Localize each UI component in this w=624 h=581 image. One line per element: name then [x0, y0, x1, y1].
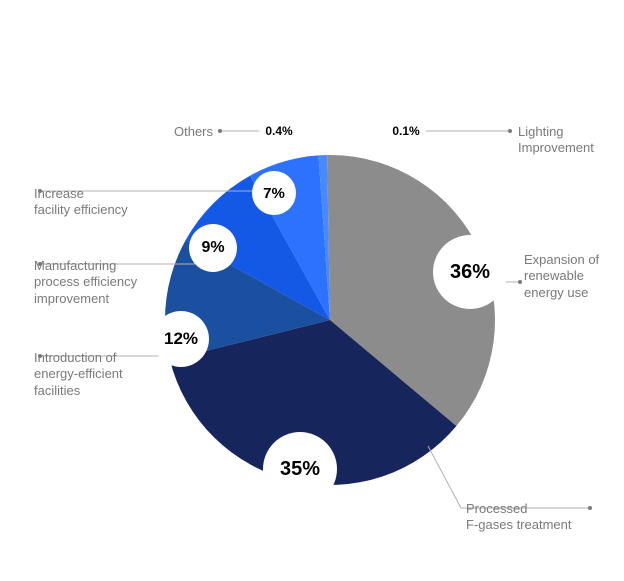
pct-text-facility: 7%	[263, 185, 285, 202]
pct-text-lighting: 0.1%	[392, 124, 419, 138]
label-mfgProc: Manufacturing process efficiency improve…	[34, 258, 137, 307]
leader-fgases	[428, 446, 590, 508]
leader-dot-others	[218, 129, 222, 133]
label-introEff: Introduction of energy-efficient facilit…	[34, 350, 123, 399]
label-facility: Increase facility efficiency	[34, 186, 128, 219]
pct-bubble-others: 0.4%	[259, 111, 299, 151]
pct-bubble-mfgProc: 9%	[189, 224, 237, 272]
pct-bubble-fgases: 35%	[263, 432, 337, 506]
pct-text-mfgProc: 9%	[201, 239, 224, 257]
pct-bubble-lighting: 0.1%	[386, 111, 426, 151]
leader-dot-renewable	[518, 280, 522, 284]
label-others: Others	[174, 124, 213, 140]
pct-bubble-introEff: 12%	[153, 311, 209, 367]
pct-bubble-facility: 7%	[252, 171, 296, 215]
pie-chart: 0.1% 36% 35% 12% 9% 7% 0.4% Lighting Improvemen…	[0, 0, 624, 576]
leader-dot-fgases	[588, 506, 592, 510]
pct-text-others: 0.4%	[265, 124, 292, 138]
label-renewable: Expansion of renewable energy use	[524, 252, 599, 301]
leader-dot-lighting	[508, 129, 512, 133]
pct-text-renewable: 36%	[450, 261, 490, 284]
pct-bubble-renewable: 36%	[433, 235, 507, 309]
pct-text-fgases: 35%	[280, 458, 320, 481]
label-fgases: Processed F-gases treatment	[466, 501, 572, 534]
pct-text-introEff: 12%	[164, 329, 198, 349]
label-lighting: Lighting Improvement	[518, 124, 594, 157]
